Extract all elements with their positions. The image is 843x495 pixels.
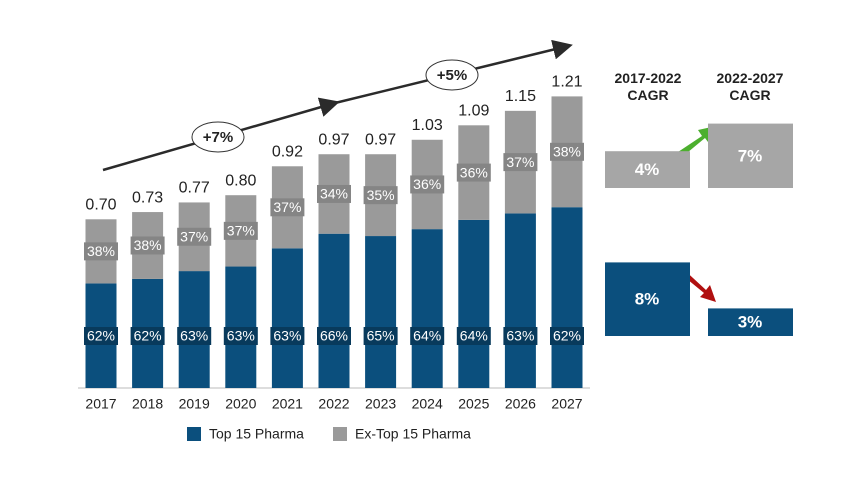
cagr-box (605, 262, 690, 336)
segment-label-bg (177, 327, 212, 345)
segment-label: 34% (320, 186, 348, 202)
cagr-header: 2017-2022 CAGR (614, 70, 682, 103)
segment-label-bg (130, 236, 165, 255)
segment-label: 62% (553, 328, 581, 344)
total-label: 0.70 (85, 197, 116, 214)
cagr-label: 8% (635, 290, 660, 309)
cagr-label: 3% (738, 313, 763, 332)
total-label: 0.80 (225, 172, 256, 189)
total-label: 0.77 (179, 180, 210, 197)
x-tick-label: 2021 (272, 396, 303, 412)
segment-label: 36% (413, 176, 441, 192)
total-label: 0.92 (272, 143, 303, 160)
segment-label: 35% (367, 187, 395, 203)
segment-label: 65% (367, 328, 395, 344)
segment-label: 64% (413, 328, 441, 344)
segment-label: 62% (87, 328, 115, 344)
segment-label-bg (456, 163, 491, 182)
segment-label-bg (410, 327, 445, 345)
segment-label-bg (550, 327, 584, 345)
x-tick-label: 2023 (365, 396, 396, 412)
segment-label: 36% (460, 164, 488, 180)
bar-segment (504, 213, 536, 388)
segment-label: 62% (134, 328, 162, 344)
bar-segment (271, 248, 303, 388)
segment-label-bg (270, 198, 305, 217)
legend-swatch (187, 427, 201, 441)
segment-label-bg (503, 153, 538, 172)
segment-label-bg (130, 327, 165, 345)
x-tick-label: 2019 (179, 396, 210, 412)
cagr-box (708, 308, 793, 336)
bar-segment (458, 219, 490, 388)
segment-label-bg (317, 327, 351, 345)
cagr-header: 2022-2027 CAGR (716, 70, 784, 103)
annotation-bubble (425, 59, 479, 91)
segment-label: 37% (506, 154, 534, 170)
x-tick-label: 2020 (225, 396, 256, 412)
segment-label: 38% (553, 143, 581, 159)
x-tick-label: 2018 (132, 396, 163, 412)
segment-label-bg (503, 327, 538, 345)
cagr-label: 7% (738, 146, 763, 165)
x-tick-label: 2022 (318, 396, 349, 412)
legend-swatch (333, 427, 347, 441)
x-tick-label: 2027 (551, 396, 582, 412)
bar-segment (318, 233, 350, 388)
x-tick-label: 2026 (505, 396, 536, 412)
segment-label-bg (363, 327, 398, 345)
annotation-bubble (191, 121, 245, 153)
total-label: 0.73 (132, 189, 163, 206)
segment-label-bg (317, 184, 351, 203)
total-label: 1.15 (505, 88, 536, 105)
segment-label: 37% (273, 199, 301, 215)
bar-segment (411, 229, 443, 388)
total-label: 0.97 (365, 131, 396, 148)
cagr-label: 4% (635, 160, 660, 179)
cagr-box (605, 151, 690, 188)
segment-label-bg (550, 142, 584, 161)
annotation: +5% (437, 67, 467, 84)
segment-label-bg (177, 227, 212, 246)
total-label: 0.97 (318, 131, 349, 148)
x-tick-label: 2024 (412, 396, 443, 412)
bar-segment (365, 236, 397, 388)
segment-label-bg (84, 242, 118, 261)
segment-label-bg (410, 175, 445, 194)
segment-label-bg (223, 327, 258, 345)
segment-label: 37% (180, 228, 208, 244)
segment-label-bg (84, 327, 118, 345)
cagr-box (708, 123, 793, 188)
segment-label: 63% (506, 328, 534, 344)
segment-label: 63% (180, 328, 208, 344)
segment-label: 37% (227, 223, 255, 239)
x-tick-label: 2025 (458, 396, 489, 412)
total-label: 1.21 (551, 74, 582, 91)
annotation: +7% (203, 129, 233, 146)
segment-label-bg (223, 221, 258, 240)
bar-segment (551, 207, 583, 388)
segment-label: 66% (320, 328, 348, 344)
x-tick-label: 2017 (85, 396, 116, 412)
segment-label: 63% (273, 328, 301, 344)
segment-label-bg (363, 186, 398, 205)
segment-label-bg (270, 327, 305, 345)
legend-label: Top 15 Pharma (209, 426, 304, 442)
segment-label: 38% (87, 243, 115, 259)
legend-label: Ex-Top 15 Pharma (355, 426, 471, 442)
segment-label-bg (456, 327, 491, 345)
segment-label: 64% (460, 328, 488, 344)
segment-label: 38% (134, 237, 162, 253)
segment-label: 63% (227, 328, 255, 344)
total-label: 1.09 (458, 103, 489, 120)
total-label: 1.03 (412, 117, 443, 134)
